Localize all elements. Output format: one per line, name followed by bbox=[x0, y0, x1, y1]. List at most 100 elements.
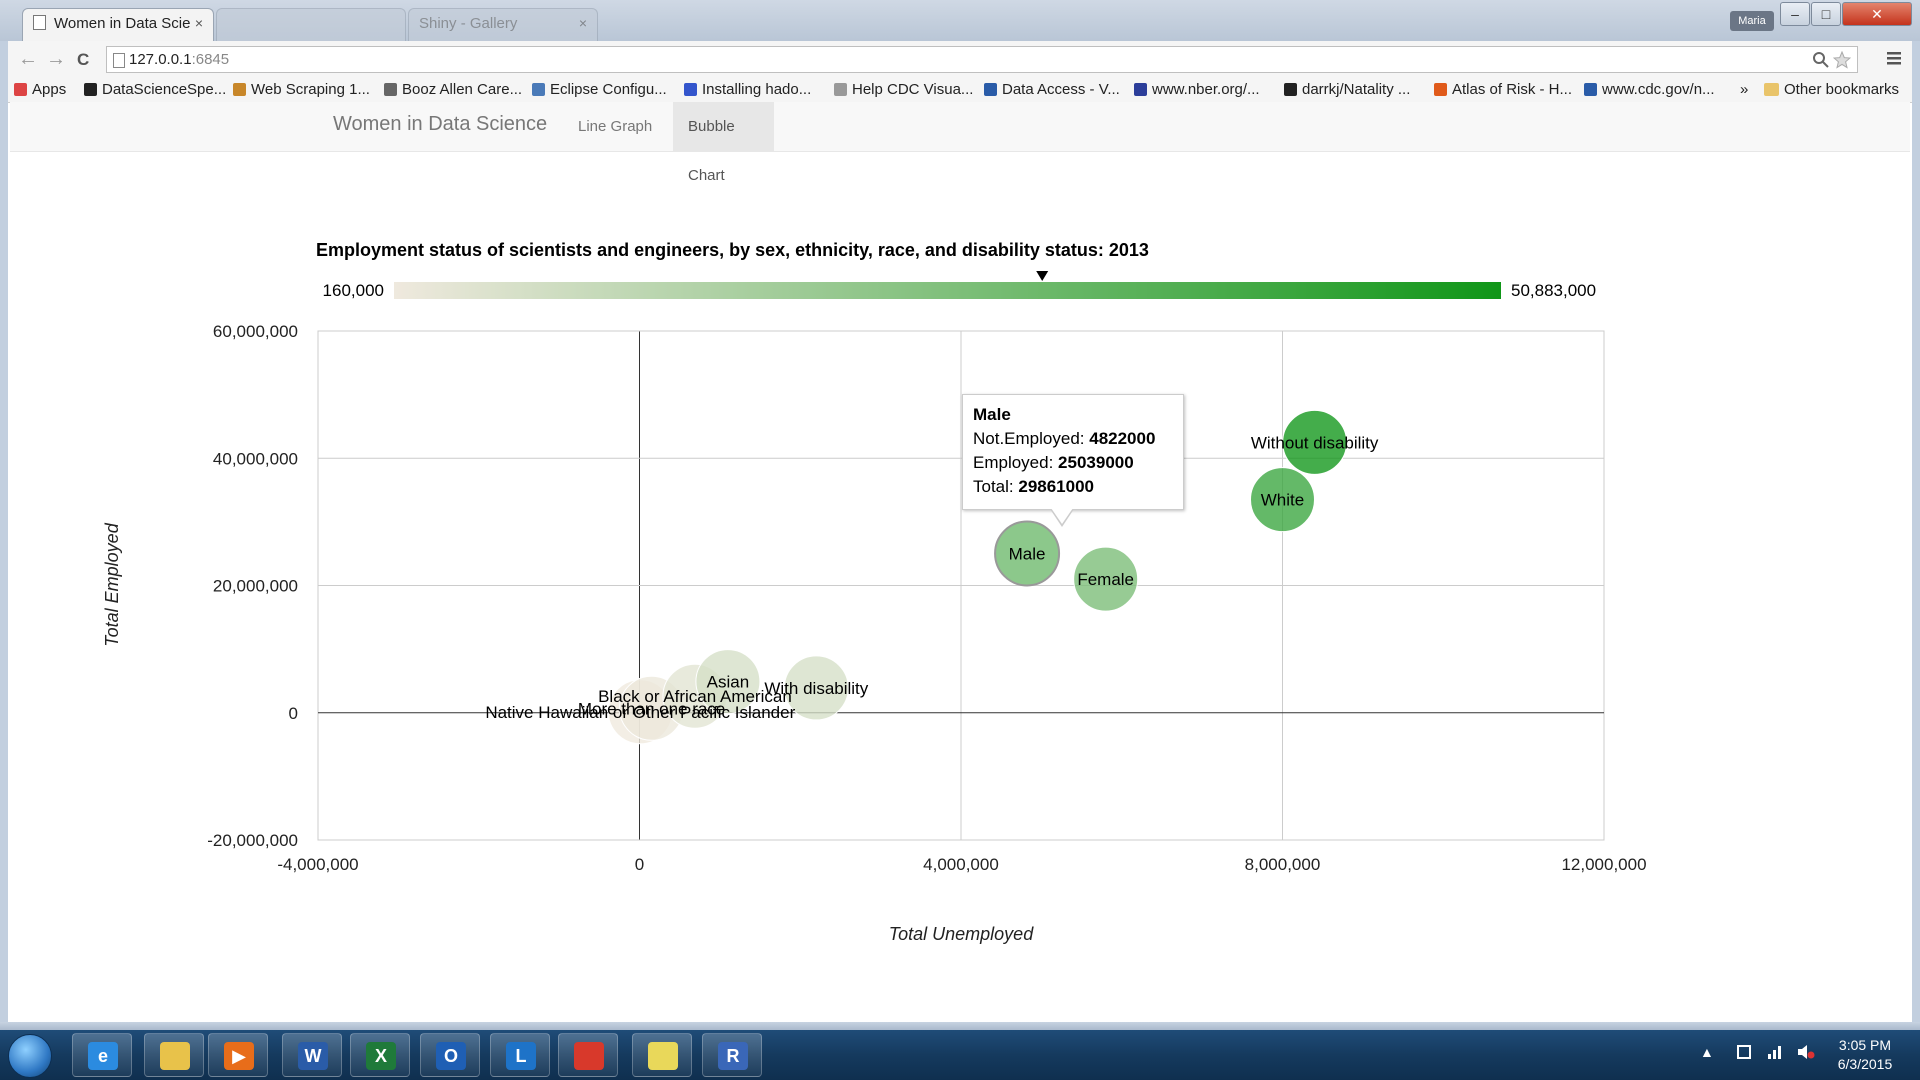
tooltip-employed: Employed: 25039000 bbox=[973, 453, 1134, 472]
network-icon[interactable] bbox=[1766, 1044, 1786, 1060]
y-tick-label: 20,000,000 bbox=[213, 577, 298, 596]
bookmark-favicon-icon bbox=[14, 83, 27, 96]
bookmark-item[interactable]: Booz Allen Care... bbox=[384, 81, 522, 98]
bubble-asian bbox=[695, 649, 761, 715]
bookmark-item[interactable]: darrkj/Natality ... bbox=[1284, 81, 1410, 98]
bubble-female bbox=[1073, 546, 1139, 612]
outlook-icon: O bbox=[436, 1042, 466, 1070]
window-frame-bottom bbox=[0, 1022, 1920, 1030]
bookmark-favicon-icon bbox=[834, 83, 847, 96]
taskbar-app-word[interactable]: W bbox=[282, 1033, 342, 1077]
window-frame-right bbox=[1912, 41, 1920, 1030]
media-player-icon: ▶ bbox=[224, 1042, 254, 1070]
tray-icons[interactable]: ▲ bbox=[1700, 1044, 1816, 1060]
r-gui-icon: R bbox=[718, 1042, 748, 1070]
bookmark-label: Data Access - V... bbox=[1002, 81, 1120, 98]
bubble-with-disability bbox=[783, 655, 849, 721]
window-frame-left bbox=[0, 41, 8, 1030]
url-port: :6845 bbox=[191, 51, 230, 68]
taskbar-app-lync[interactable]: L bbox=[490, 1033, 550, 1077]
bubble-label: Black or African American bbox=[598, 687, 792, 706]
tab-bubble-chart[interactable]: Bubble Chart bbox=[673, 102, 774, 184]
system-clock[interactable]: 3:05 PM 6/3/2015 bbox=[1820, 1036, 1910, 1074]
taskbar-app-media-player[interactable]: ▶ bbox=[208, 1033, 268, 1077]
forward-arrow-icon[interactable]: → bbox=[46, 48, 66, 70]
bubble-label: Female bbox=[1077, 570, 1134, 589]
bubble-tooltip: Male Not.Employed: 4822000 Employed: 250… bbox=[962, 394, 1184, 510]
minimize-button[interactable]: ‒ bbox=[1780, 2, 1810, 26]
taskbar-app-excel[interactable]: X bbox=[350, 1033, 410, 1077]
volume-muted-icon[interactable] bbox=[1796, 1044, 1816, 1060]
bookmark-item[interactable]: Apps bbox=[14, 81, 66, 98]
bubble-label: More than one race bbox=[578, 699, 725, 718]
chrome-menu-icon[interactable] bbox=[1886, 50, 1902, 66]
bookmark-item[interactable]: Installing hado... bbox=[684, 81, 811, 98]
maximize-button[interactable]: □ bbox=[1811, 2, 1841, 26]
bookmark-label: Eclipse Configu... bbox=[550, 81, 667, 98]
bookmark-item[interactable]: Help CDC Visua... bbox=[834, 81, 973, 98]
file-explorer-icon bbox=[160, 1042, 190, 1070]
bookmark-label: Atlas of Risk - H... bbox=[1452, 81, 1573, 98]
taskbar-app-sticky-notes[interactable] bbox=[632, 1033, 692, 1077]
bookmark-favicon-icon bbox=[1584, 83, 1597, 96]
start-button[interactable] bbox=[8, 1034, 52, 1078]
bookmark-favicon-icon bbox=[1284, 83, 1297, 96]
action-center-icon[interactable] bbox=[1736, 1044, 1756, 1060]
more-bookmarks-button[interactable]: » bbox=[1740, 81, 1749, 98]
chart-title: Employment status of scientists and engi… bbox=[316, 240, 1149, 260]
tooltip-not-employed: Not.Employed: 4822000 bbox=[973, 429, 1156, 448]
x-axis-title: Total Unemployed bbox=[889, 924, 1034, 944]
bookmark-label: www.cdc.gov/n... bbox=[1602, 81, 1715, 98]
bookmark-item[interactable]: www.cdc.gov/n... bbox=[1584, 81, 1715, 98]
bookmark-star-icon[interactable] bbox=[1833, 51, 1851, 69]
bubble-label: With disability bbox=[764, 679, 868, 698]
excel-icon: X bbox=[366, 1042, 396, 1070]
taskbar-app-r-gui[interactable]: R bbox=[702, 1033, 762, 1077]
bookmark-item[interactable]: www.nber.org/... bbox=[1134, 81, 1260, 98]
bookmark-item[interactable]: Web Scraping 1... bbox=[233, 81, 370, 98]
y-tick-label: 60,000,000 bbox=[213, 322, 298, 341]
taskbar-app-file-explorer[interactable] bbox=[144, 1033, 204, 1077]
navbar-brand[interactable]: Women in Data Science bbox=[333, 113, 548, 135]
browser-tab-active[interactable]: Women in Data Scie × bbox=[22, 8, 214, 41]
zoom-icon[interactable] bbox=[1813, 52, 1829, 68]
taskbar-app-chrome[interactable] bbox=[558, 1033, 618, 1077]
x-tick-label: 0 bbox=[635, 855, 644, 874]
bookmark-item[interactable]: Atlas of Risk - H... bbox=[1434, 81, 1572, 98]
close-window-button[interactable]: ✕ bbox=[1842, 2, 1912, 26]
back-arrow-icon[interactable]: ← bbox=[18, 48, 38, 70]
bookmark-item[interactable]: Data Access - V... bbox=[984, 81, 1120, 98]
bookmark-label: Apps bbox=[32, 81, 67, 98]
tab-label: Shiny - Gallery bbox=[419, 15, 518, 32]
taskbar-app-internet-explorer[interactable]: e bbox=[72, 1033, 132, 1077]
browser-tab-3[interactable]: Shiny - Gallery × bbox=[408, 8, 598, 41]
sticky-notes-icon bbox=[648, 1042, 678, 1070]
bookmark-item[interactable]: Eclipse Configu... bbox=[532, 81, 667, 98]
tab-line-graph[interactable]: Line Graph bbox=[578, 118, 653, 135]
color-scale-min-label: 160,000 bbox=[323, 281, 384, 300]
close-tab-icon[interactable]: × bbox=[578, 15, 587, 31]
y-tick-label: 40,000,000 bbox=[213, 449, 298, 468]
bookmark-label: Booz Allen Care... bbox=[402, 81, 523, 98]
color-scale-max-label: 50,883,000 bbox=[1511, 281, 1596, 300]
address-bar[interactable]: 127.0.0.1:6845 bbox=[106, 46, 1858, 73]
bubble-male bbox=[994, 520, 1061, 587]
reload-icon[interactable]: C bbox=[77, 50, 90, 69]
lync-icon: L bbox=[506, 1042, 536, 1070]
profile-badge[interactable]: Maria bbox=[1730, 11, 1774, 31]
bookmark-favicon-icon bbox=[984, 83, 997, 96]
tooltip-title: Male bbox=[973, 405, 1011, 424]
bookmark-favicon-icon bbox=[532, 83, 545, 96]
other-bookmarks-folder[interactable]: Other bookmarks bbox=[1764, 81, 1899, 98]
url-host: 127.0.0.1 bbox=[129, 51, 192, 68]
x-tick-label: 8,000,000 bbox=[1245, 855, 1321, 874]
bookmarks-bar: Apps DataScienceSpe... Web Scraping 1... Bo… bbox=[0, 78, 1920, 103]
close-tab-icon[interactable]: × bbox=[194, 15, 203, 31]
tooltip-total: Total: 29861000 bbox=[973, 477, 1094, 496]
show-hidden-icons[interactable]: ▲ bbox=[1700, 1044, 1714, 1060]
taskbar-app-outlook[interactable]: O bbox=[420, 1033, 480, 1077]
x-tick-label: 4,000,000 bbox=[923, 855, 999, 874]
bookmark-item[interactable]: DataScienceSpe... bbox=[84, 81, 226, 98]
browser-tab-2[interactable] bbox=[216, 8, 406, 41]
bookmark-favicon-icon bbox=[1134, 83, 1147, 96]
